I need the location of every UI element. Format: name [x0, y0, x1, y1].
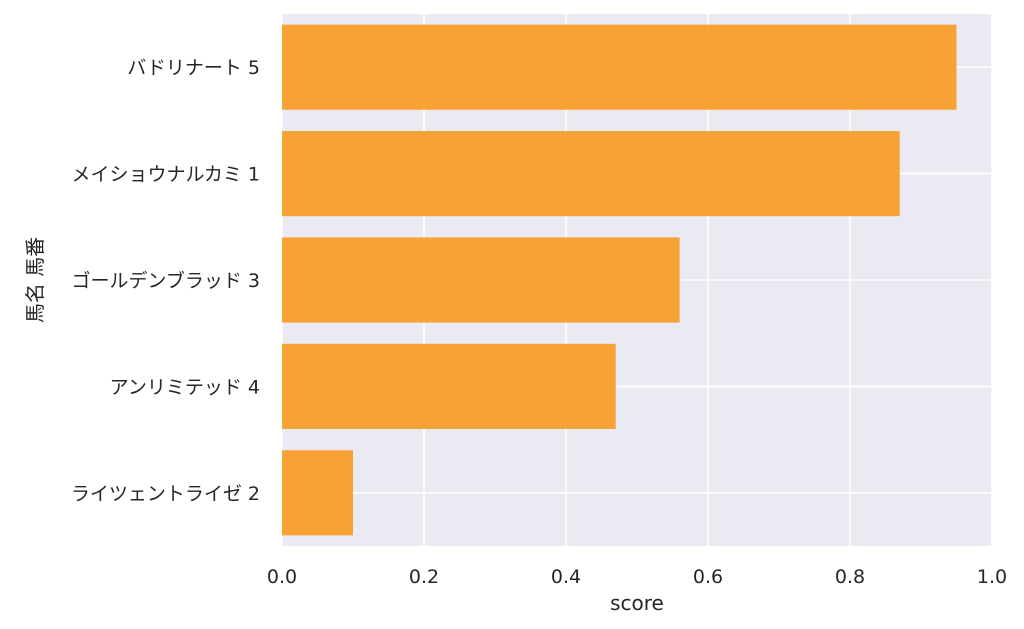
y-axis-label: 馬名 馬番 — [23, 237, 47, 323]
category-label: ゴールデンブラッド 3 — [71, 269, 260, 292]
x-tick-label: 0.6 — [693, 566, 723, 588]
category-label: メイショウナルカミ 1 — [71, 164, 260, 186]
x-tick-label: 1.0 — [977, 566, 1007, 588]
bars — [282, 24, 957, 536]
x-tick-labels: 0.0 0.2 0.4 0.6 0.8 1.0 — [267, 566, 1007, 588]
category-labels: バドリナート 5 メイショウナルカミ 1 ゴールデンブラッド 3 アンリミテッド 4 ラ… — [71, 57, 260, 505]
bar — [282, 24, 957, 110]
bar — [282, 131, 900, 217]
x-tick-label: 0.0 — [267, 566, 297, 588]
x-tick-label: 0.4 — [551, 566, 581, 588]
x-tick-label: 0.8 — [835, 566, 865, 588]
bar — [282, 343, 616, 429]
bar — [282, 450, 353, 536]
x-axis-label: score — [610, 591, 664, 615]
x-tick-label: 0.2 — [409, 566, 439, 588]
category-label: バドリナート 5 — [127, 57, 260, 79]
category-label: ライツェントライゼ 2 — [71, 483, 260, 505]
category-label: アンリミテッド 4 — [110, 376, 260, 398]
bar — [282, 237, 680, 323]
